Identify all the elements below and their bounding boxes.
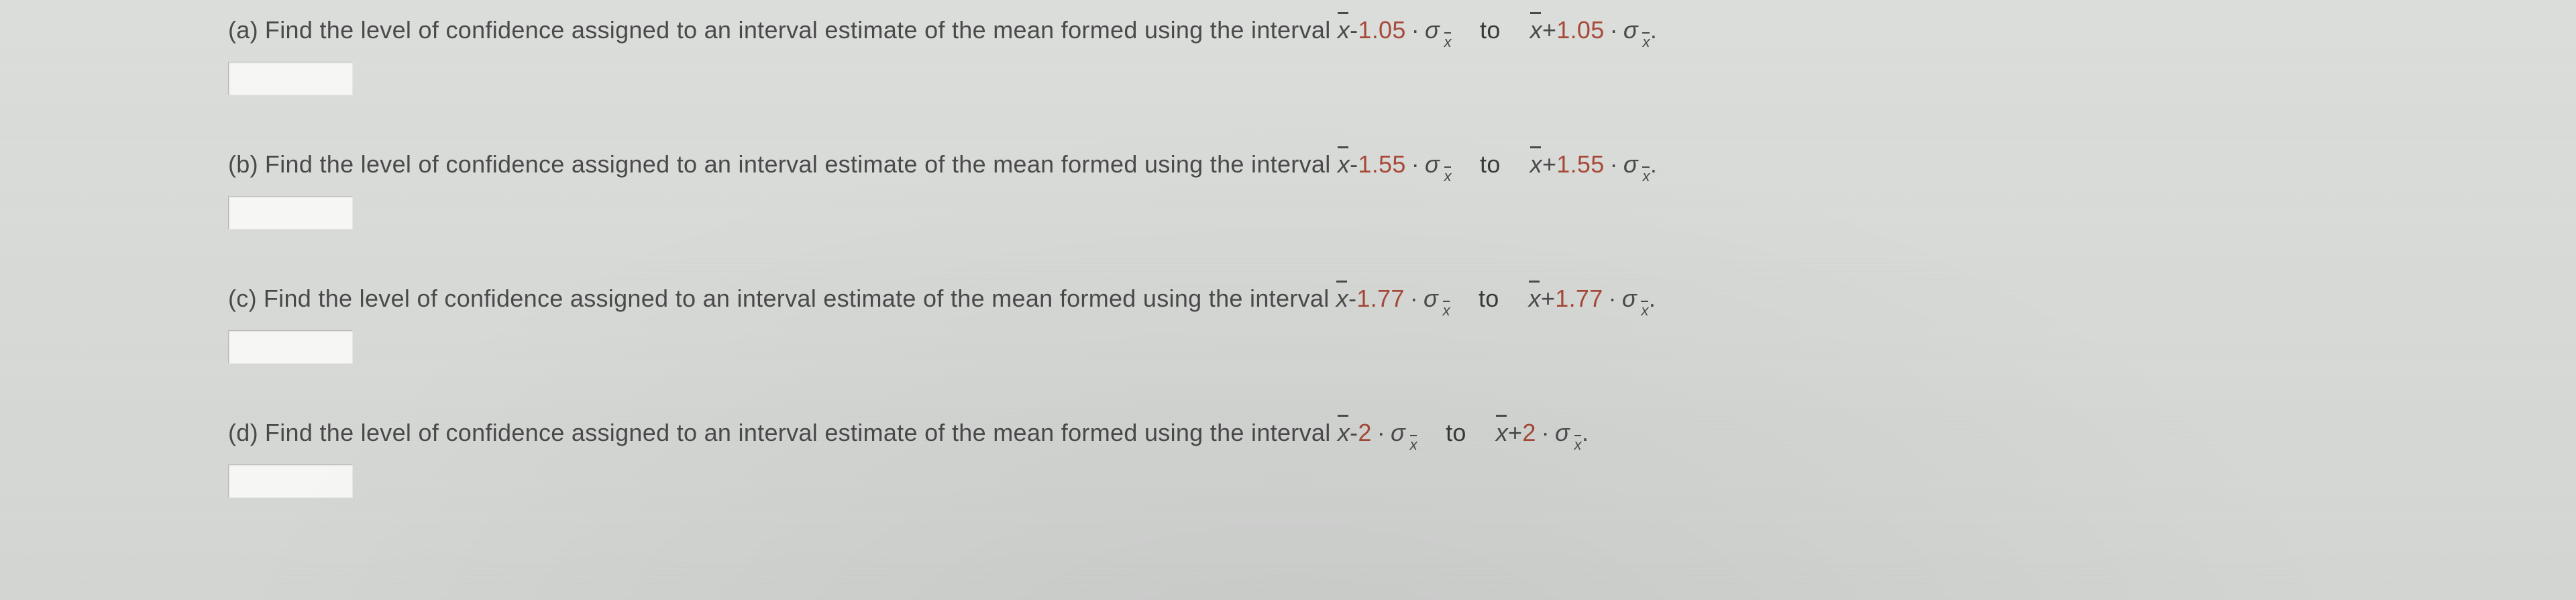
plus-sign: + xyxy=(1541,285,1555,313)
dot-symbol: · xyxy=(1536,419,1555,447)
question-d-prompt: (d) Find the level of confidence assigne… xyxy=(228,416,2576,447)
dot-symbol: · xyxy=(1605,16,1623,44)
plus-sign: + xyxy=(1542,16,1556,44)
sigma-x-bar-symbol: σx xyxy=(1623,150,1649,179)
x-bar-symbol: x xyxy=(1530,148,1542,179)
sigma-x-bar-symbol: σx xyxy=(1391,419,1416,447)
answer-input-d[interactable] xyxy=(228,464,353,498)
to-word: to xyxy=(1450,150,1530,179)
dot-symbol: · xyxy=(1605,150,1623,179)
question-d-label: (d) xyxy=(228,419,258,447)
question-c-label: (c) xyxy=(228,285,257,313)
question-b: (b) Find the level of confidence assigne… xyxy=(228,148,2576,230)
question-c: (c) Find the level of confidence assigne… xyxy=(228,282,2576,364)
question-d: (d) Find the level of confidence assigne… xyxy=(228,416,2576,498)
minus-sign: - xyxy=(1348,285,1356,313)
dot-symbol: · xyxy=(1603,285,1622,313)
z-value: 1.55 xyxy=(1358,150,1405,179)
to-word: to xyxy=(1450,16,1530,44)
minus-sign: - xyxy=(1350,150,1358,179)
question-b-text: Find the level of confidence assigned to… xyxy=(265,150,1338,179)
to-word: to xyxy=(1449,285,1529,313)
minus-sign: - xyxy=(1350,16,1358,44)
x-bar-symbol: x xyxy=(1496,416,1508,447)
minus-sign: - xyxy=(1350,419,1358,447)
z-value: 2 xyxy=(1522,419,1536,447)
sigma-x-bar-symbol: σx xyxy=(1425,16,1450,44)
z-value: 1.05 xyxy=(1358,16,1405,44)
answer-input-b[interactable] xyxy=(228,196,353,230)
x-bar-symbol: x xyxy=(1338,148,1350,179)
dot-symbol: · xyxy=(1406,150,1425,179)
sigma-x-bar-symbol: σx xyxy=(1623,16,1649,44)
dot-symbol: · xyxy=(1405,285,1424,313)
question-d-text: Find the level of confidence assigned to… xyxy=(265,419,1338,447)
plus-sign: + xyxy=(1508,419,1522,447)
x-bar-symbol: x xyxy=(1530,13,1542,44)
z-value: 2 xyxy=(1358,419,1371,447)
sigma-x-bar-symbol: σx xyxy=(1425,150,1450,179)
z-value: 1.05 xyxy=(1556,16,1604,44)
question-a-text: Find the level of confidence assigned to… xyxy=(265,16,1338,44)
answer-input-a[interactable] xyxy=(228,62,353,95)
x-bar-symbol: x xyxy=(1336,282,1348,313)
x-bar-symbol: x xyxy=(1338,416,1350,447)
question-a-prompt: (a) Find the level of confidence assigne… xyxy=(228,13,2576,44)
x-bar-symbol: x xyxy=(1529,282,1541,313)
question-b-prompt: (b) Find the level of confidence assigne… xyxy=(228,148,2576,179)
question-c-prompt: (c) Find the level of confidence assigne… xyxy=(228,282,2576,313)
question-a: (a) Find the level of confidence assigne… xyxy=(228,13,2576,95)
x-bar-symbol: x xyxy=(1338,13,1350,44)
dot-symbol: · xyxy=(1406,16,1425,44)
z-value: 1.55 xyxy=(1556,150,1604,179)
answer-input-c[interactable] xyxy=(228,330,353,364)
question-b-label: (b) xyxy=(228,150,258,179)
question-c-text: Find the level of confidence assigned to… xyxy=(264,285,1336,313)
sigma-x-bar-symbol: σx xyxy=(1555,419,1580,447)
question-a-label: (a) xyxy=(228,16,258,44)
z-value: 1.77 xyxy=(1555,285,1603,313)
dot-symbol: · xyxy=(1372,419,1391,447)
plus-sign: + xyxy=(1542,150,1556,179)
z-value: 1.77 xyxy=(1356,285,1404,313)
sigma-x-bar-symbol: σx xyxy=(1622,285,1648,313)
to-word: to xyxy=(1416,419,1496,447)
sigma-x-bar-symbol: σx xyxy=(1424,285,1449,313)
